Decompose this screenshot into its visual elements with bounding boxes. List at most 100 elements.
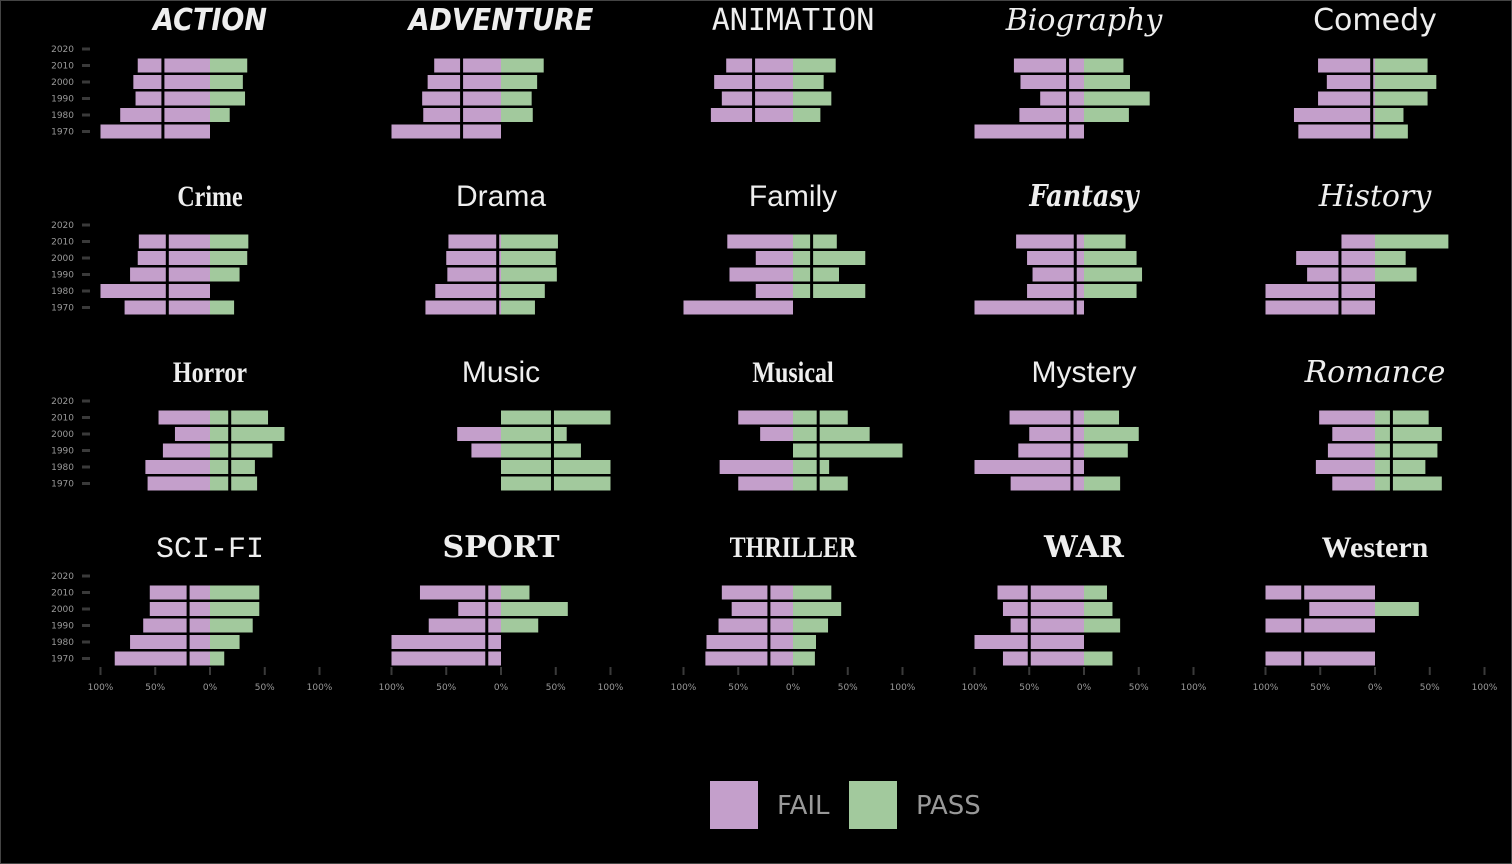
fail-bar: [419, 585, 501, 600]
legend-label-fail: FAIL: [777, 791, 830, 821]
x-tick-label: 50%: [1420, 683, 1440, 693]
fail-bar: [1019, 108, 1084, 122]
pass-bar: [1084, 267, 1143, 282]
fail-bar: [471, 443, 501, 458]
fail-bar: [130, 635, 210, 649]
x-tick-label: 100%: [307, 683, 333, 693]
fail-bar: [721, 91, 793, 106]
fail-bar: [457, 427, 501, 441]
pass-bar: [1084, 58, 1124, 73]
pass-bar: [793, 267, 839, 282]
pass-bar: [210, 618, 253, 633]
y-tick-label: 1970: [51, 304, 74, 314]
x-tick-label: 0%: [1077, 683, 1092, 693]
fail-bar: [425, 300, 501, 315]
panel-title: Horror: [173, 355, 247, 388]
y-tick-label: 1990: [51, 622, 74, 632]
y-tick-label: 1980: [51, 111, 74, 121]
panel-adventure: ADVENTURE: [391, 3, 594, 139]
pass-bar: [501, 251, 556, 265]
panel-comedy: Comedy: [1293, 3, 1437, 139]
pass-bar: [1375, 234, 1449, 249]
panel-title: SPORT: [442, 530, 560, 565]
pass-bar: [1084, 91, 1150, 106]
fail-bar: [1265, 585, 1375, 600]
fail-bar: [143, 618, 210, 633]
pass-bar: [210, 602, 260, 616]
panel-title: Family: [749, 180, 837, 213]
x-tick-label: 50%: [1019, 683, 1039, 693]
fail-bar: [1298, 124, 1375, 139]
panel-family: Family: [683, 180, 866, 315]
pass-bar: [1375, 108, 1404, 122]
legend-label-pass: PASS: [916, 791, 981, 821]
fail-bar: [718, 618, 793, 633]
pass-bar: [793, 476, 848, 491]
fail-bar: [1326, 75, 1375, 89]
pass-bar: [1084, 443, 1128, 458]
x-tick-label: 100%: [962, 683, 988, 693]
y-tick-label: 1980: [51, 463, 74, 473]
fail-bar: [1315, 460, 1375, 474]
fail-bar: [729, 267, 793, 282]
y-tick-label: 1970: [51, 128, 74, 138]
fail-bar: [1319, 410, 1375, 425]
fail-bar: [1338, 234, 1375, 249]
pass-bar: [1084, 75, 1130, 89]
x-tick-label: 0%: [494, 683, 509, 693]
pass-bar: [793, 427, 870, 441]
pass-bar: [210, 476, 258, 491]
pass-bar: [793, 91, 832, 106]
pass-bar: [1375, 410, 1429, 425]
fail-bar: [727, 234, 793, 249]
fail-bar: [1002, 602, 1084, 616]
fail-bar: [1020, 75, 1084, 89]
legend-swatch-fail: [710, 781, 758, 829]
panel-biography: Biography: [974, 3, 1163, 139]
panel-war: WAR: [974, 530, 1125, 666]
fail-bar: [133, 75, 210, 89]
fail-bar: [1016, 234, 1084, 249]
fail-bar: [683, 300, 793, 315]
x-tick-label: 50%: [546, 683, 566, 693]
fail-bar: [1002, 651, 1084, 666]
fail-bar: [1265, 284, 1375, 298]
y-tick-label: 2020: [51, 221, 74, 231]
fail-bar: [721, 585, 793, 600]
panel-title: Western: [1322, 531, 1429, 564]
x-tick-label: 50%: [145, 683, 165, 693]
fail-bar: [974, 124, 1084, 139]
panel-title: Comedy: [1313, 3, 1437, 38]
fail-bar: [391, 651, 501, 666]
x-tick-label: 100%: [890, 683, 916, 693]
fail-bar: [760, 427, 793, 441]
pass-bar: [210, 300, 235, 315]
panel-western: Western: [1265, 531, 1429, 666]
x-tick-label: 50%: [728, 683, 748, 693]
fail-bar: [974, 300, 1084, 315]
fail-bar: [726, 58, 793, 73]
fail-bar: [1318, 58, 1375, 73]
pass-bar: [210, 651, 225, 666]
fail-bar: [120, 108, 210, 122]
pass-bar: [793, 585, 832, 600]
fail-bar: [434, 58, 501, 73]
pass-bar: [210, 58, 248, 73]
fail-bar: [100, 284, 210, 298]
fail-bar: [1009, 410, 1084, 425]
pass-bar: [210, 460, 255, 474]
pass-bar: [501, 91, 532, 106]
panel-title: Music: [462, 356, 540, 389]
pass-bar: [1375, 602, 1419, 616]
pass-bar: [793, 443, 903, 458]
y-tick-label: 2010: [51, 589, 74, 599]
pass-bar: [501, 267, 557, 282]
y-tick-label: 1980: [51, 287, 74, 297]
fail-bar: [705, 651, 793, 666]
fail-bar: [706, 635, 793, 649]
pass-bar: [501, 284, 545, 298]
fail-bar: [145, 460, 210, 474]
pass-bar: [210, 410, 269, 425]
pass-bar: [1084, 284, 1137, 298]
fail-bar: [1032, 267, 1084, 282]
